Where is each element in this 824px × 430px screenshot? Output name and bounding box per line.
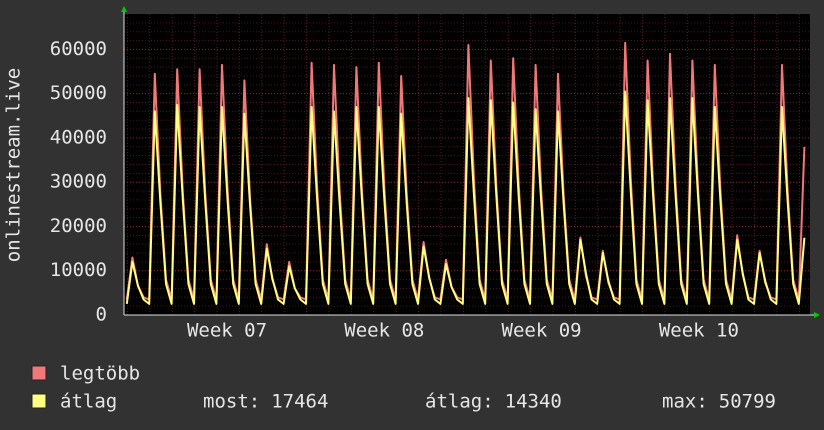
stat-label: átlag: xyxy=(425,391,494,413)
series-line xyxy=(125,90,806,305)
x-tick-label: Week 08 xyxy=(344,320,424,342)
stat-label: most: xyxy=(203,391,260,413)
y-tick-label: 30000 xyxy=(50,171,107,193)
y-tick-label: 0 xyxy=(96,304,107,326)
y-tick-label: 20000 xyxy=(50,215,107,237)
axes xyxy=(121,6,820,318)
x-tick-label: Week 09 xyxy=(502,320,582,342)
stat-value: 14340 xyxy=(505,391,562,413)
legend-label: legtöbb xyxy=(60,363,140,385)
stat-value: 17464 xyxy=(271,391,328,413)
stat-value: 50799 xyxy=(719,391,776,413)
stat-label: max: xyxy=(662,391,708,413)
lines xyxy=(125,41,806,305)
x-arrow xyxy=(814,312,820,318)
labels: 0 10000 20000 30000 40000 50000 60000 Week 07 We… xyxy=(50,38,739,342)
legend-label: átlag xyxy=(60,391,117,413)
y-axis-label: onlinestream.live xyxy=(3,68,25,262)
legend-swatch xyxy=(31,393,47,409)
x-tick-label: Week 10 xyxy=(659,320,739,342)
y-tick-label: 60000 xyxy=(50,38,107,60)
legend-swatch xyxy=(31,365,47,381)
legend: legtöbb átlag most: 17464 átlag: 14340 max: 507… xyxy=(31,363,776,413)
y-arrow xyxy=(121,6,127,12)
y-tick-label: 50000 xyxy=(50,82,107,104)
y-tick-label: 10000 xyxy=(50,259,107,281)
x-tick-label: Week 07 xyxy=(187,320,267,342)
y-tick-label: 40000 xyxy=(50,126,107,148)
